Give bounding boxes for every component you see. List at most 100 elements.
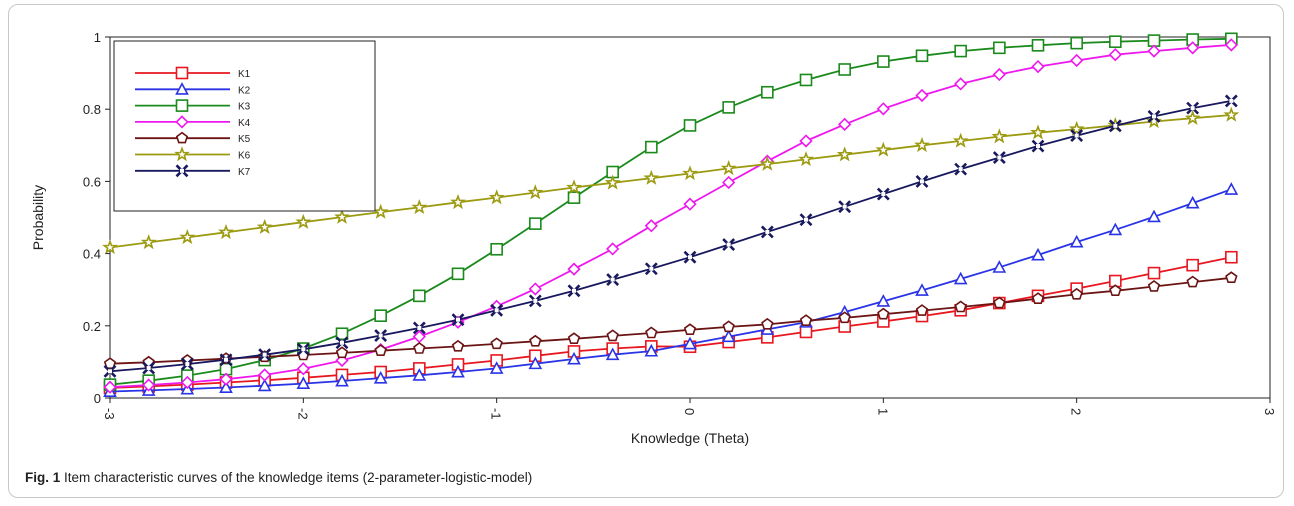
data-point-k4	[219, 372, 233, 386]
data-point-k7-center	[804, 217, 808, 222]
legend-label-k1: K1	[238, 69, 251, 80]
data-point-k4	[1186, 41, 1200, 55]
data-point-k1	[1225, 250, 1238, 264]
series-line-k5	[109, 276, 1232, 365]
data-point-k5	[877, 307, 890, 320]
data-point-k6	[914, 137, 930, 153]
data-point-k6	[759, 155, 776, 171]
data-point-k7-center	[881, 192, 886, 197]
data-point-k6	[527, 184, 544, 200]
x-tick-label: -3	[102, 408, 117, 420]
data-point-k2	[1147, 209, 1161, 223]
data-point-k6	[411, 199, 428, 215]
data-point-k3	[645, 140, 658, 154]
data-point-k1	[799, 325, 813, 339]
data-point-k1	[1147, 266, 1161, 280]
data-point-k7-center	[1152, 114, 1156, 119]
data-point-k2	[1108, 222, 1123, 236]
series-line-k6	[109, 114, 1232, 249]
data-point-k4	[992, 67, 1006, 82]
data-point-k2	[992, 260, 1007, 273]
data-point-k4	[1070, 53, 1084, 68]
chart: 0 0.2 0.4 0.6 0.8 1 -3 -2 -1 0 1 2 3 Knowledge (Theta…	[30, 30, 1277, 446]
data-point-k4	[683, 197, 697, 211]
data-point-k3	[567, 191, 581, 204]
data-point-k2	[683, 336, 697, 350]
data-point-k5	[490, 337, 503, 350]
data-point-k4	[838, 117, 852, 131]
data-point-k7-center	[146, 366, 151, 371]
data-point-k5	[1031, 292, 1045, 305]
data-point-k7-center	[610, 277, 615, 282]
data-point-k5	[683, 323, 697, 336]
data-point-k2	[489, 361, 504, 374]
series-line-k7	[109, 100, 1232, 373]
data-point-k5	[915, 304, 929, 316]
data-point-k7-center	[417, 325, 422, 330]
data-point-k6	[720, 160, 737, 176]
data-point-k6	[798, 151, 814, 167]
data-point-k5	[761, 317, 774, 330]
data-point-k6	[179, 229, 196, 245]
data-point-k3	[374, 309, 387, 322]
data-point-k6	[488, 189, 505, 205]
data-point-k7-center	[920, 179, 924, 184]
legend-marker-k3	[175, 99, 189, 112]
data-point-k7-center	[185, 362, 190, 367]
data-point-k7-center	[262, 352, 267, 357]
data-point-k4	[296, 362, 310, 376]
data-point-k2	[335, 373, 349, 387]
data-point-k7-center	[649, 266, 654, 271]
data-point-k7-center	[765, 229, 770, 234]
data-point-k6	[334, 208, 350, 224]
data-point-k2	[412, 368, 427, 381]
data-point-k4	[1147, 44, 1161, 58]
series-line-k4	[109, 44, 1232, 389]
data-point-k4	[1224, 38, 1238, 52]
data-point-k4	[528, 282, 542, 296]
y-tick-label: 0.6	[83, 174, 101, 189]
data-point-k6	[875, 141, 892, 157]
data-point-k4	[722, 175, 736, 190]
data-point-k4	[644, 219, 658, 233]
data-point-k3	[993, 41, 1006, 55]
data-point-k5	[103, 357, 117, 370]
data-point-k6	[836, 146, 853, 162]
data-point-k2	[567, 351, 581, 365]
data-point-k3	[954, 44, 967, 58]
data-point-k5	[1070, 287, 1083, 300]
data-point-k4	[142, 378, 156, 392]
figure-label: Fig. 1	[25, 470, 61, 485]
data-point-k7-center	[842, 204, 847, 209]
data-point-k6	[1068, 120, 1085, 136]
legend-label-k6: K6	[238, 151, 251, 162]
x-tick-label: 1	[875, 408, 890, 415]
data-point-k6	[218, 224, 234, 240]
data-point-k3	[683, 119, 697, 132]
data-point-k5	[413, 342, 426, 354]
data-point-k6	[991, 128, 1008, 144]
data-point-k2	[257, 378, 272, 392]
data-point-k5	[954, 300, 967, 313]
legend-label-k5: K5	[238, 134, 251, 145]
data-point-k6	[372, 203, 389, 219]
data-point-k3	[529, 217, 542, 230]
figure-caption: Fig. 1 Item characteristic curves of the…	[25, 470, 532, 485]
data-point-k5	[1186, 275, 1199, 288]
data-point-k6	[102, 239, 118, 255]
data-point-k7-center	[533, 298, 538, 303]
data-point-k2	[219, 380, 233, 394]
data-point-k2	[953, 271, 968, 285]
y-tick-label: 1	[94, 30, 101, 45]
data-point-k2	[1185, 195, 1200, 209]
data-point-k7-center	[301, 347, 306, 352]
x-tick-label: 3	[1262, 408, 1277, 415]
data-point-k7-center	[1074, 133, 1079, 138]
data-point-k5	[606, 329, 619, 342]
data-point-k4	[180, 375, 194, 390]
data-point-k7-center	[456, 317, 460, 322]
data-point-k5	[838, 311, 851, 324]
data-point-k3	[335, 327, 349, 341]
data-point-k6	[952, 132, 969, 148]
data-point-k3	[413, 289, 426, 303]
